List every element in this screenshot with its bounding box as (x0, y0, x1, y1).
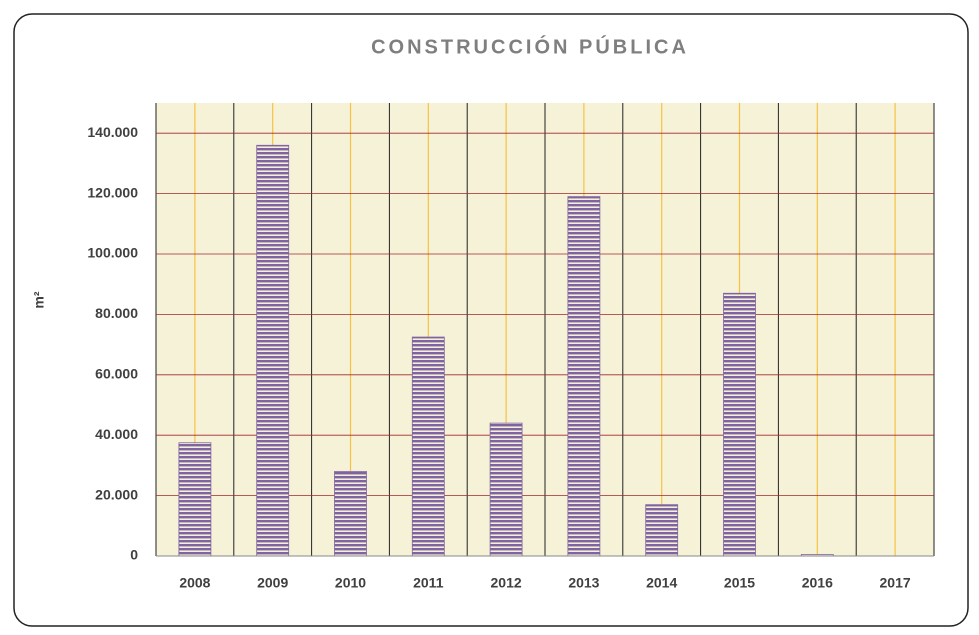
y-tick-label: 100.000 (87, 245, 138, 261)
y-axis-label: m² (31, 291, 47, 308)
chart-title: CONSTRUCCIÓN PÚBLICA (371, 34, 689, 58)
bar (334, 471, 367, 557)
y-tick-label: 120.000 (87, 184, 138, 200)
bar (645, 504, 679, 557)
x-tick-label: 2011 (413, 575, 444, 591)
y-tick-label: 60.000 (95, 366, 138, 382)
x-tick-label: 2010 (335, 575, 366, 591)
x-tick-label: 2017 (880, 575, 911, 591)
bar (411, 336, 445, 557)
bar (489, 422, 523, 557)
bar (256, 144, 290, 557)
y-tick-label: 20.000 (95, 486, 138, 502)
y-tick-label: 140.000 (87, 124, 138, 140)
y-tick-label: 40.000 (95, 426, 138, 442)
x-tick-label: 2015 (724, 575, 755, 591)
x-tick-label: 2008 (179, 575, 210, 591)
y-tick-label: 80.000 (95, 305, 138, 321)
x-tick-label: 2012 (491, 575, 522, 591)
x-tick-label: 2013 (568, 575, 599, 591)
x-tick-label: 2014 (646, 575, 677, 591)
x-tick-label: 2009 (257, 575, 288, 591)
y-tick-label: 0 (130, 547, 138, 563)
bar (567, 196, 601, 557)
bar (178, 442, 212, 557)
bar (723, 292, 756, 557)
x-tick-label: 2016 (802, 575, 833, 591)
